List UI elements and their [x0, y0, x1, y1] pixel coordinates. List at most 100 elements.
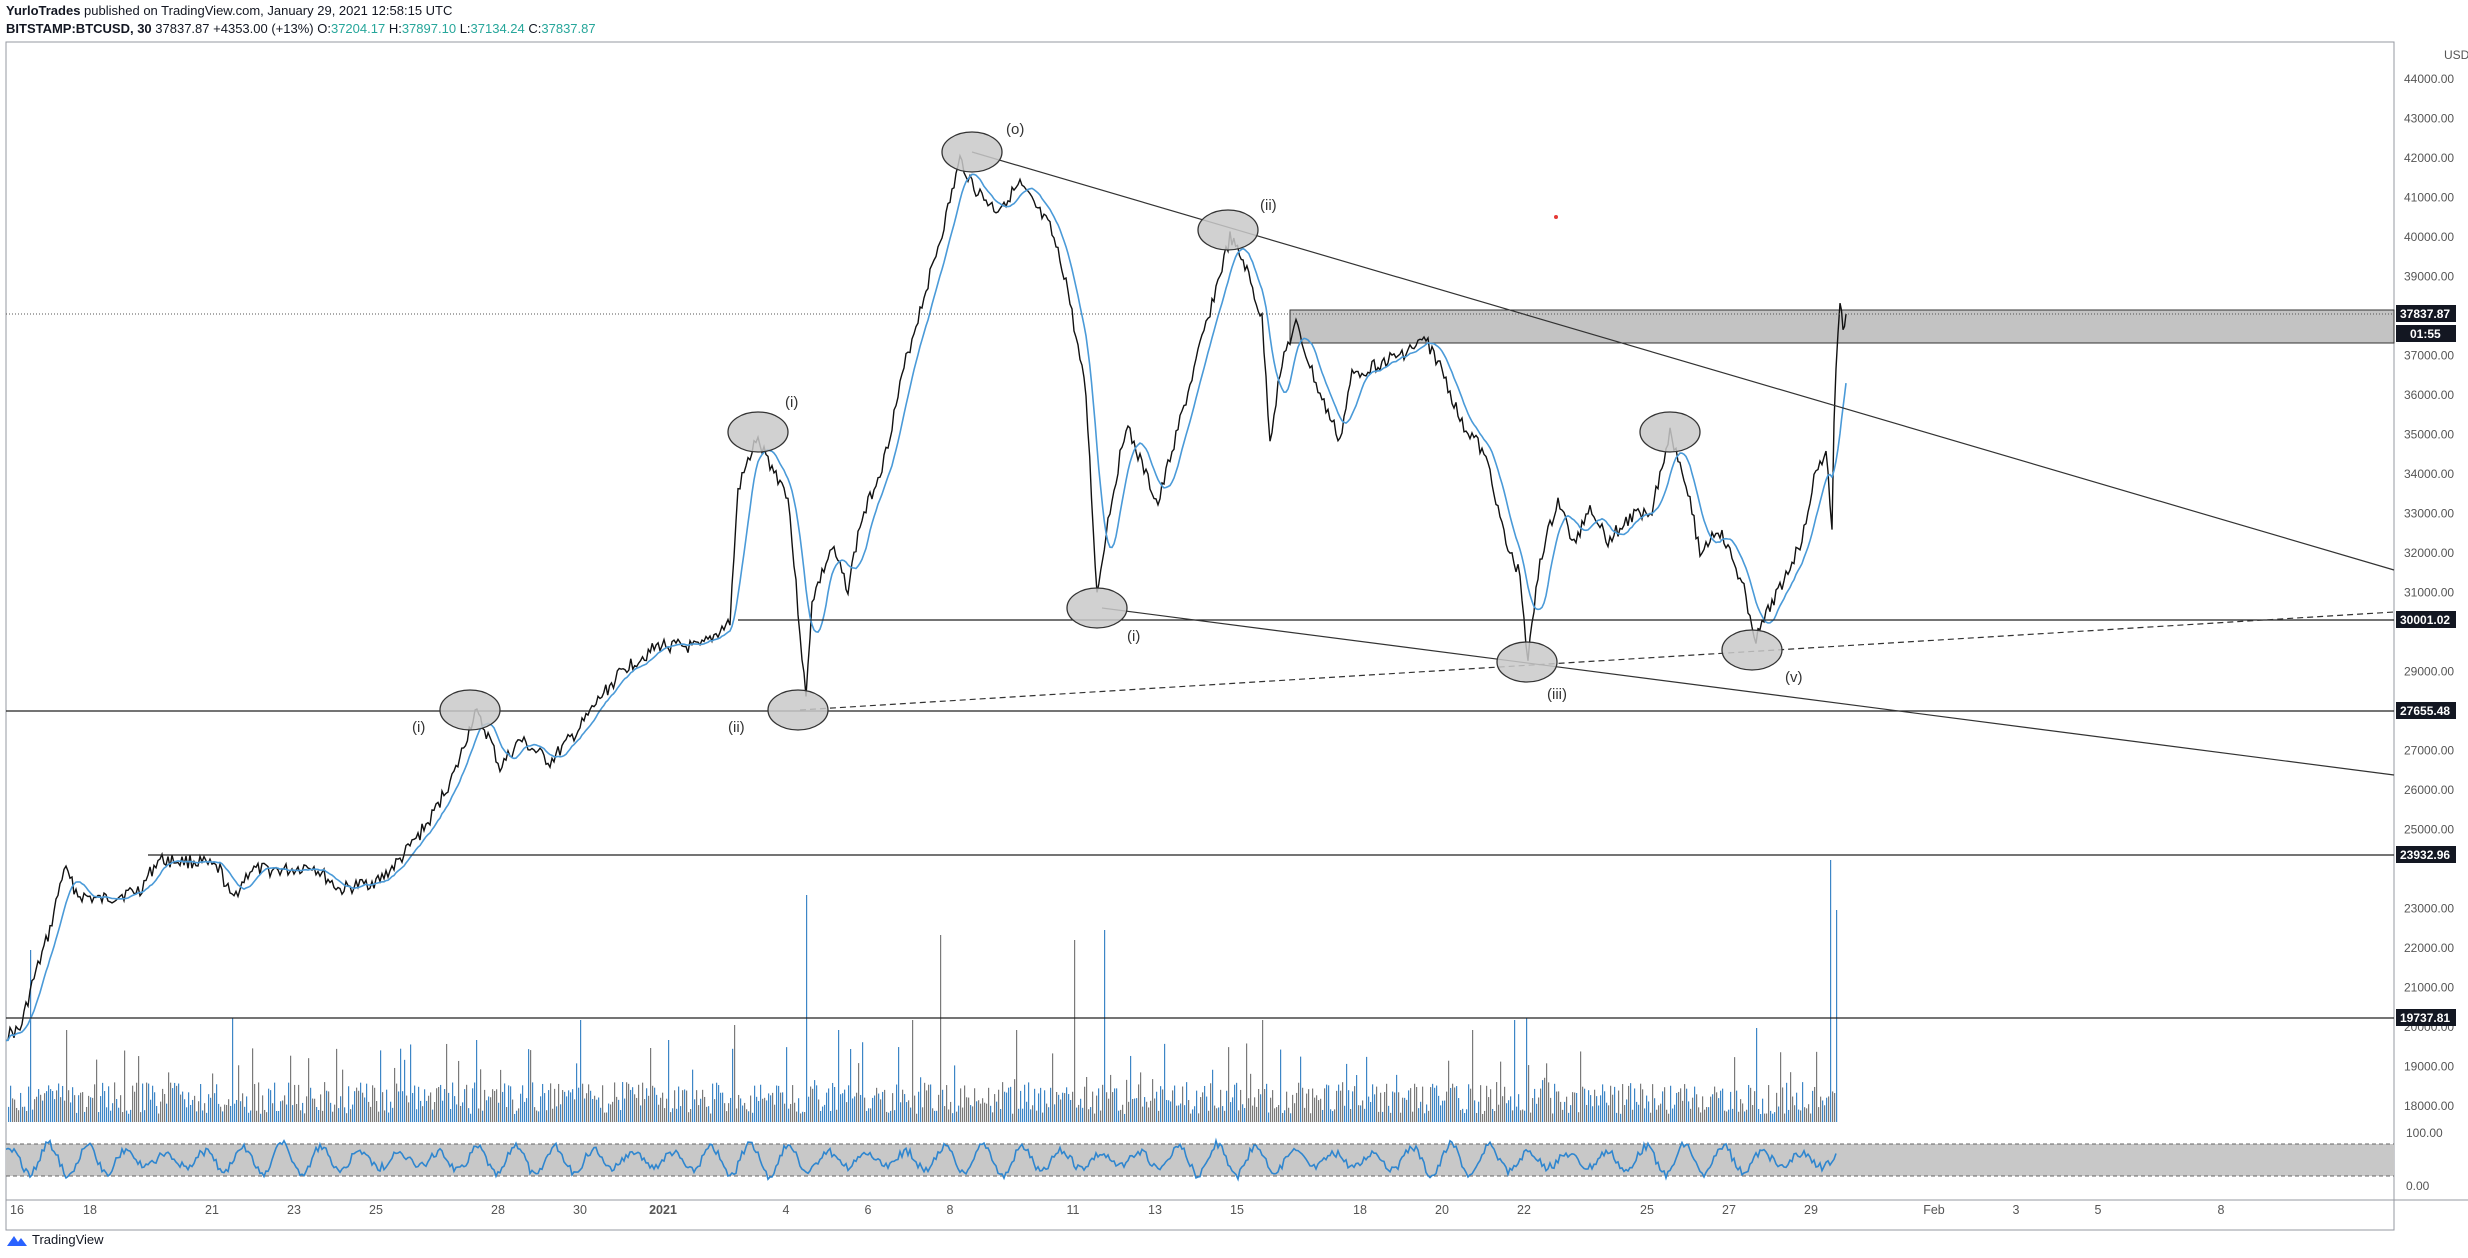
volume-bar [500, 1069, 502, 1122]
volume-bar [1700, 1112, 1702, 1122]
volume-bar [1242, 1104, 1244, 1122]
volume-bar [182, 1091, 184, 1122]
volume-bar [698, 1105, 700, 1122]
volume-bar [1486, 1085, 1488, 1122]
volume-bar [744, 1102, 746, 1122]
volume-bar [236, 1099, 238, 1122]
volume-bar [308, 1058, 310, 1122]
volume-bar [964, 1085, 966, 1122]
open-value: 37204.17 [330, 21, 386, 36]
time-axis-label: Feb [1923, 1203, 1945, 1217]
volume-bar [10, 1085, 12, 1122]
symbol-label[interactable]: BITSTAMP:BTCUSD, 30 [6, 21, 152, 36]
wave-marker-ellipse[interactable] [1197, 209, 1259, 251]
wave-marker-ellipse[interactable] [941, 131, 1003, 173]
volume-bar [628, 1083, 630, 1122]
volume-bar [1062, 1092, 1064, 1122]
volume-bar [846, 1102, 848, 1122]
volume-bar [726, 1111, 728, 1122]
volume-bar [108, 1086, 110, 1122]
volume-bar [1222, 1106, 1224, 1122]
wave-marker-ellipse[interactable] [1721, 629, 1783, 671]
wave-marker-ellipse[interactable] [1496, 641, 1558, 683]
volume-bar [1720, 1090, 1722, 1122]
volume-bar [662, 1092, 664, 1122]
chart-frame [5, 41, 2395, 1231]
wave-marker-ellipse[interactable] [439, 689, 501, 731]
volume-bar [1452, 1083, 1454, 1122]
volume-bar [1806, 1108, 1808, 1122]
volume-bar [1752, 1105, 1754, 1122]
time-axis-label: 2021 [649, 1203, 677, 1217]
volume-bar [588, 1084, 590, 1122]
volume-bar [682, 1090, 684, 1122]
volume-bar [1140, 1072, 1142, 1122]
volume-bar [364, 1097, 366, 1122]
volume-bar [1262, 1020, 1264, 1122]
volume-bar [878, 1093, 880, 1122]
volume-bar [1382, 1111, 1384, 1122]
wave-marker-ellipse[interactable] [1066, 587, 1128, 629]
volume-bar [944, 1106, 946, 1122]
volume-bar [1798, 1109, 1800, 1122]
time-axis-label: 18 [83, 1203, 97, 1217]
wave-marker-ellipse[interactable] [727, 411, 789, 453]
volume-bar [884, 1089, 886, 1122]
volume-bar [906, 1102, 908, 1122]
volume-bar [1812, 1090, 1814, 1122]
volume-bar [1606, 1102, 1608, 1122]
volume-bar [852, 1098, 854, 1122]
volume-bar [1230, 1102, 1232, 1122]
volume-bar [170, 1082, 172, 1122]
footer-branding[interactable]: TradingView [6, 1232, 104, 1247]
volume-bar [606, 1112, 608, 1122]
volume-bar [326, 1090, 328, 1122]
volume-bar [702, 1089, 704, 1122]
volume-bar [84, 1111, 86, 1122]
wave-label: (i) [785, 394, 798, 411]
volume-bar [1400, 1112, 1402, 1122]
volume-bar [1206, 1096, 1208, 1122]
price-scale[interactable]: 44000.00 43000.00 42000.00 41000.00 40000.00… [2404, 72, 2454, 1113]
volume-bar [918, 1091, 920, 1122]
upper-trendline[interactable] [971, 151, 2395, 571]
volume-bar [372, 1085, 374, 1122]
volume-bar [298, 1084, 300, 1122]
volume-bar [1100, 1110, 1102, 1122]
volume-bar [282, 1100, 284, 1122]
volume-bar [590, 1090, 592, 1122]
volume-bar [1098, 1088, 1100, 1122]
volume-bar [1396, 1074, 1398, 1122]
volume-bar [526, 1098, 528, 1122]
price-scale-label: 40000.00 [2404, 230, 2454, 244]
volume-bar [762, 1098, 764, 1122]
volume-bar [1032, 1105, 1034, 1122]
volume-bar [600, 1107, 602, 1122]
volume-bar [904, 1094, 906, 1122]
volume-bar [1770, 1110, 1772, 1122]
time-axis[interactable]: 16 18 21 23 25 28 30 2021 4 6 8 11 13 15 18 20 22 25 27 29 F… [10, 1203, 2225, 1217]
volume-bar [426, 1100, 428, 1122]
volume-bar [318, 1109, 320, 1122]
volume-bar [810, 1086, 812, 1122]
volume-bar [1048, 1107, 1050, 1122]
author-name[interactable]: YurloTrades [6, 3, 81, 18]
volume-bar [1126, 1079, 1128, 1122]
volume-bar [240, 1101, 242, 1122]
price-scale-label: 22000.00 [2404, 941, 2454, 955]
volume-bar [572, 1089, 574, 1122]
volume-bar [548, 1090, 550, 1122]
wave-marker-ellipse[interactable] [767, 689, 829, 731]
volume-bar [1188, 1100, 1190, 1122]
volume-bar [1148, 1107, 1150, 1122]
volume-bar [1022, 1108, 1024, 1122]
dashed-trendline[interactable] [799, 611, 2395, 711]
wave-marker-ellipse[interactable] [1639, 411, 1701, 453]
volume-bar [560, 1104, 562, 1122]
volume-bar [512, 1099, 514, 1122]
volume-bar [1016, 1030, 1018, 1122]
volume-bar [754, 1085, 756, 1122]
volume-bar [1532, 1098, 1534, 1122]
lower-trendline[interactable] [1101, 607, 2395, 776]
